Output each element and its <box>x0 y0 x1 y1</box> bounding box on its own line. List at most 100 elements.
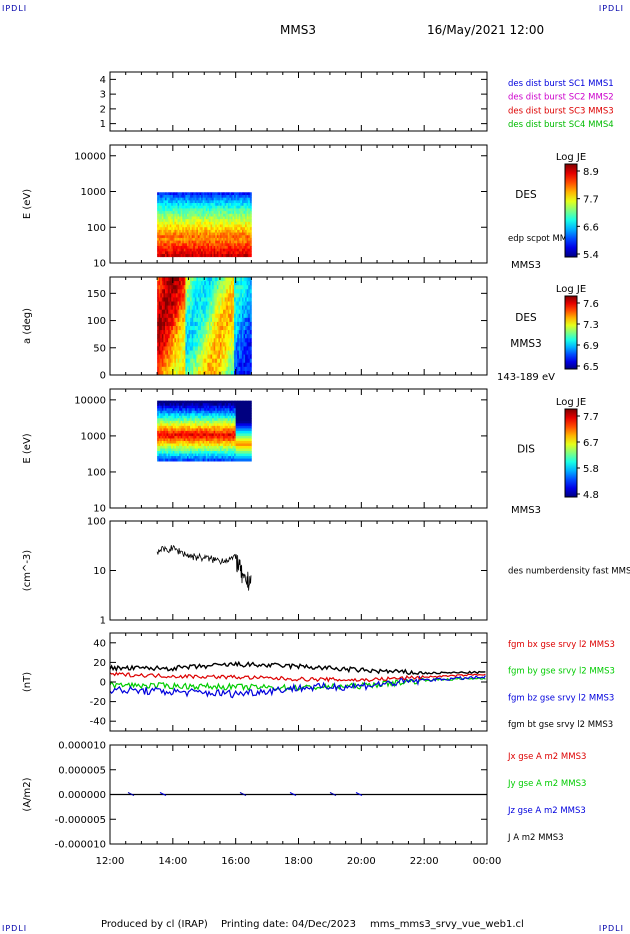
footer-produced-by: Produced by cl (IRAP) <box>101 919 208 930</box>
panel-frame <box>109 632 488 732</box>
xtick-label: 14:00 <box>158 856 187 867</box>
corner-label-bottom-left: IPDLI <box>2 924 28 933</box>
ytick-label: 10 <box>93 504 106 515</box>
panel-dis-energy: 10000 1000 100 10 E (eV) DIS MMS3 Log JE 7.7 6.7 5… <box>22 388 599 516</box>
ylabel-bfield: (nT) <box>22 672 33 692</box>
ylabel-des-energy: E (eV) <box>22 189 33 219</box>
footer-printing-date: Printing date: 04/Dec/2023 <box>221 919 357 930</box>
panel-frame <box>109 520 488 621</box>
ytick-label: 1 <box>100 616 106 627</box>
heatmap-des-pitch <box>157 277 252 376</box>
ytick-label: 1 <box>100 119 106 130</box>
legend-entry: J A m2 MMS3 <box>507 833 564 843</box>
colorbar-tick: 5.8 <box>583 464 599 475</box>
ytick-label: -20 <box>90 697 106 708</box>
legend-entry: fgm by gse srvy l2 MMS3 <box>508 667 615 677</box>
legend-entry: des dist burst SC1 MMS1 <box>508 79 614 89</box>
series-bt <box>109 660 486 675</box>
current-spike <box>159 792 167 796</box>
colorbar <box>564 408 578 498</box>
ytick-label: 100 <box>87 223 106 234</box>
legend-entry: des dist burst SC2 MMS2 <box>508 93 614 103</box>
xtick-label: 16:00 <box>221 856 250 867</box>
panel-label: DES <box>515 189 537 201</box>
series-density <box>156 544 252 591</box>
legend-entry: des numberdensity fast MMS3 <box>508 567 630 577</box>
ytick-label: 0 <box>100 678 106 689</box>
legend-entry: Jz gse A m2 MMS3 <box>507 806 586 816</box>
ytick-label: 0.000000 <box>58 790 106 801</box>
colorbar <box>564 163 578 258</box>
ytick-label: 100 <box>87 517 106 528</box>
colorbar-tick: 6.9 <box>583 341 599 352</box>
panel-des-energy: 10000 1000 100 10 E (eV) DES edp scpot MMS3 MMS… <box>22 144 599 271</box>
legend-entry: Jx gse A m2 MMS3 <box>507 752 586 762</box>
ytick-label: 10000 <box>74 151 106 162</box>
ytick-label: 20 <box>93 658 106 669</box>
ytick-label: -0.000005 <box>55 815 106 826</box>
panel-sublabel: MMS3 <box>510 338 541 350</box>
colorbar <box>564 295 578 370</box>
panel-bottom-label: 143-189 eV <box>497 372 555 383</box>
current-spike <box>355 792 363 796</box>
ytick-label: 1000 <box>81 187 106 198</box>
ytick-label: 50 <box>93 343 106 354</box>
ytick-label: 2 <box>100 104 106 115</box>
colorbar-tick: 7.3 <box>583 320 599 331</box>
ytick-label: 10 <box>93 566 106 577</box>
panel-label: DES <box>515 312 537 324</box>
ytick-label: -0.000010 <box>55 840 106 851</box>
panel-bfield: 40 20 0 -20 -40 (nT) fgm bx gse srvy l2 MMS3 fg… <box>22 632 615 732</box>
legend-entry: fgm bx gse srvy l2 MMS3 <box>508 640 615 650</box>
colorbar-tick: 7.7 <box>583 195 599 206</box>
panel-sublabel: edp scpot MMS3 <box>508 234 578 244</box>
legend-entry: fgm bt gse srvy l2 MMS3 <box>508 720 613 730</box>
legend-entry: des dist burst SC3 MMS3 <box>508 106 614 116</box>
legend-entry: fgm bz gse srvy l2 MMS3 <box>508 693 614 703</box>
series-bz <box>109 675 486 699</box>
heatmap-des-energy <box>157 192 252 258</box>
colorbar-tick: 6.6 <box>583 222 599 233</box>
colorbar-tick: 7.7 <box>583 412 599 423</box>
ytick-label: 100 <box>87 316 106 327</box>
corner-label-top-right: IPDLI <box>598 4 624 13</box>
colorbar-title: Log JE <box>556 284 586 295</box>
corner-label-top-left: IPDLI <box>2 4 28 13</box>
current-spike <box>329 792 337 796</box>
ytick-label: 40 <box>93 638 106 649</box>
ytick-label: 100 <box>87 467 106 478</box>
ytick-label: 10000 <box>74 395 106 406</box>
panel-current: 0.000010 0.000005 0.000000 -0.000005 -0.0000… <box>22 741 586 851</box>
ylabel-dis-energy: E (eV) <box>22 433 33 463</box>
legend-entry: des dist burst SC4 MMS4 <box>508 120 614 130</box>
current-spike <box>289 792 297 796</box>
ytick-label: 150 <box>87 289 106 300</box>
corner-label-bottom-right: IPDLI <box>598 924 624 933</box>
heatmap-dis-energy <box>157 400 252 462</box>
colorbar-title: Log JE <box>556 152 586 163</box>
datetime-title: 16/May/2021 12:00 <box>427 23 545 37</box>
ytick-label: 0 <box>100 371 106 382</box>
panel-frame <box>109 71 488 132</box>
footer-filename: mms_mms3_srvy_vue_web1.cl <box>370 919 524 930</box>
panel-density: 100 10 1 (cm^-3) des numberdensity fast MMS3 <box>22 517 630 627</box>
ytick-label: 0.000010 <box>58 741 106 752</box>
ylabel-density: (cm^-3) <box>22 550 33 591</box>
current-spike <box>239 792 247 796</box>
ytick-label: -40 <box>90 717 106 728</box>
ytick-label: 4 <box>100 75 106 86</box>
colorbar-tick: 8.9 <box>583 167 599 178</box>
panel-bottom-label: MMS3 <box>511 260 541 271</box>
legend-entry: Jy gse A m2 MMS3 <box>507 779 586 789</box>
colorbar-tick: 6.7 <box>583 438 599 449</box>
xtick-label: 00:00 <box>473 856 502 867</box>
panel-burst-flags: 4 3 2 1 des dist burst SC1 MMS1 des dist burs… <box>100 71 614 132</box>
colorbar-tick: 6.5 <box>583 362 599 373</box>
ytick-label: 0.000005 <box>58 765 106 776</box>
colorbar-tick: 7.6 <box>583 299 599 310</box>
colorbar-tick: 4.8 <box>583 490 599 501</box>
series-bx <box>109 671 486 683</box>
colorbar-tick: 5.4 <box>583 250 599 261</box>
xtick-label: 18:00 <box>284 856 313 867</box>
